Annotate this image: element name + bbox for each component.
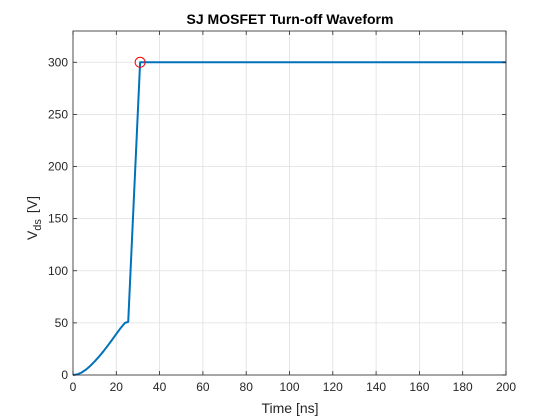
x-tick-label: 20 <box>110 380 124 394</box>
x-tick-label: 200 <box>496 380 516 394</box>
x-tick-label: 180 <box>453 380 473 394</box>
y-axis-title-unit: [V] <box>24 196 40 213</box>
y-axis-title-subscript: ds <box>32 219 44 231</box>
x-tick-label: 80 <box>240 380 254 394</box>
y-tick-label: 200 <box>48 160 68 174</box>
y-tick-label: 100 <box>48 264 68 278</box>
x-tick-label: 140 <box>366 380 386 394</box>
x-tick-label: 40 <box>153 380 167 394</box>
y-tick-label: 150 <box>48 212 68 226</box>
x-tick-label: 100 <box>279 380 299 394</box>
chart-title: SJ MOSFET Turn-off Waveform <box>187 11 394 27</box>
y-tick-label: 300 <box>48 55 68 69</box>
y-tick-label: 0 <box>61 368 68 382</box>
x-tick-label: 160 <box>409 380 429 394</box>
y-tick-label: 250 <box>48 107 68 121</box>
x-tick-label: 120 <box>323 380 343 394</box>
x-tick-label: 60 <box>196 380 210 394</box>
x-axis-title: Time [ns] <box>261 400 318 416</box>
x-tick-label: 0 <box>70 380 77 394</box>
y-tick-label: 50 <box>55 316 69 330</box>
